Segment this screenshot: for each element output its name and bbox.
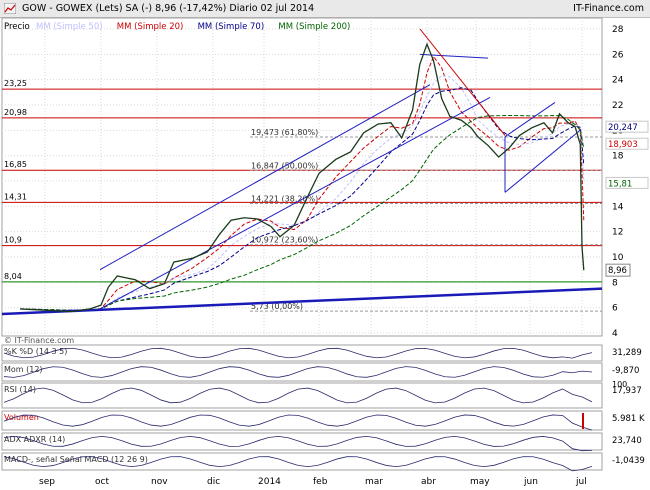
- flag-upper: [504, 102, 556, 138]
- indicator-value: 17,937: [612, 386, 642, 396]
- indicator-value: 23,740: [612, 436, 642, 446]
- indicator-value: 5.981 K: [612, 414, 645, 424]
- legend-item: MM (Simple 70): [198, 22, 265, 32]
- ma20-line: [20, 55, 585, 311]
- indicator-panel: [1, 432, 603, 451]
- flag-lower: [504, 129, 581, 193]
- indicator-label: Mom (12): [4, 365, 43, 374]
- x-tick-label: jun: [523, 477, 538, 487]
- y-tick-label: 10: [612, 253, 624, 263]
- x-tick-label: 2014: [258, 477, 281, 487]
- x-tick-label: dic: [207, 477, 220, 487]
- right-value-box: [605, 137, 649, 150]
- fib-label: 14,221 (38,20%): [251, 195, 318, 204]
- indicator-value: -9,870: [612, 366, 639, 376]
- y-tick-label: 14: [612, 202, 624, 212]
- right-value-label: 20,247: [608, 123, 638, 133]
- y-tick-label: 6: [612, 304, 618, 314]
- indicator-value: -1,0439: [612, 456, 645, 466]
- price-panel-frame: [1, 17, 603, 337]
- legend-item: MM (Simple 200): [278, 22, 350, 32]
- x-tick-label: jul: [575, 477, 587, 487]
- level-label: 10,9: [4, 236, 22, 245]
- x-tick-label: mar: [365, 477, 383, 487]
- right-value-label: 18,903: [608, 140, 638, 150]
- price-label: Precio: [4, 22, 30, 32]
- downtrend-line: [419, 28, 506, 136]
- y-tick-label: 26: [612, 50, 624, 60]
- x-tick-label: sep: [39, 477, 55, 487]
- indicator-line: [3, 387, 593, 404]
- right-value-box: [605, 176, 649, 189]
- fib-label: 19,473 (61,80%): [251, 128, 318, 137]
- price-line: [20, 42, 585, 313]
- y-tick-label: 18: [612, 152, 624, 162]
- level-label: 20,98: [4, 108, 27, 117]
- indicator-label: %K %D (14 3 5): [4, 347, 67, 356]
- y-tick-label: 24: [612, 76, 624, 86]
- indicator-label: MACD-, señal Señal MACD (12 26 9): [4, 455, 148, 464]
- level-label: 8,04: [4, 272, 22, 281]
- indicator-value: 31,289: [612, 348, 642, 358]
- indicator-line: [3, 366, 593, 378]
- level-label: 16,85: [4, 160, 27, 169]
- indicator-line: [3, 414, 593, 431]
- watermark: © IT-Finance.com: [4, 336, 74, 345]
- level-label: 14,31: [4, 192, 27, 201]
- fib-label: 10,972 (23,60%): [251, 236, 318, 245]
- x-tick-label: feb: [313, 477, 328, 487]
- indicator-top-label: 100: [612, 380, 627, 389]
- indicator-label: Volumen: [4, 413, 39, 422]
- indicator-panel: [1, 452, 603, 471]
- last-price-label: 8,96: [608, 266, 627, 276]
- chart-icon: [4, 3, 16, 14]
- right-value-label: 15,81: [608, 179, 632, 189]
- y-tick-label: 8: [612, 278, 618, 288]
- chart-title: GOW - GOWEX (Lets) SA (-) 8,96 (-17,42%)…: [22, 3, 315, 14]
- x-tick-label: oct: [95, 477, 109, 487]
- channel-lower: [99, 96, 491, 310]
- fib-label: 5,73 (0,00%): [251, 302, 303, 311]
- last-price-box: [605, 263, 631, 277]
- indicator-panel: [1, 410, 603, 431]
- ma50-line: [20, 75, 585, 311]
- level-label: 23,25: [4, 79, 27, 88]
- right-value-box: [605, 120, 649, 133]
- legend-item: MM (Simple 20): [117, 22, 184, 32]
- indicator-panel: [1, 382, 603, 409]
- x-tick-label: may: [470, 477, 490, 487]
- indicator-line: [3, 347, 593, 359]
- x-tick-label: nov: [151, 477, 168, 487]
- indicator-label: ADX ADXR (14): [4, 435, 65, 444]
- y-tick-label: 12: [612, 228, 623, 238]
- legend-item: MM (Simple 50): [36, 22, 103, 32]
- y-tick-label: 28: [612, 25, 624, 35]
- x-tick-label: abr: [421, 477, 436, 487]
- indicator-line: [3, 456, 593, 472]
- y-tick-label: 22: [612, 101, 623, 111]
- ma200-line: [20, 114, 585, 311]
- indicator-line: [3, 435, 593, 452]
- ma70-line: [20, 87, 585, 311]
- y-tick-label: 4: [612, 329, 618, 339]
- channel-upper: [99, 84, 431, 271]
- long-term-support: [1, 287, 603, 316]
- indicator-label: RSI (14): [4, 385, 36, 394]
- source-label: IT-Finance.com: [573, 3, 644, 14]
- indicator-panel: [1, 362, 603, 382]
